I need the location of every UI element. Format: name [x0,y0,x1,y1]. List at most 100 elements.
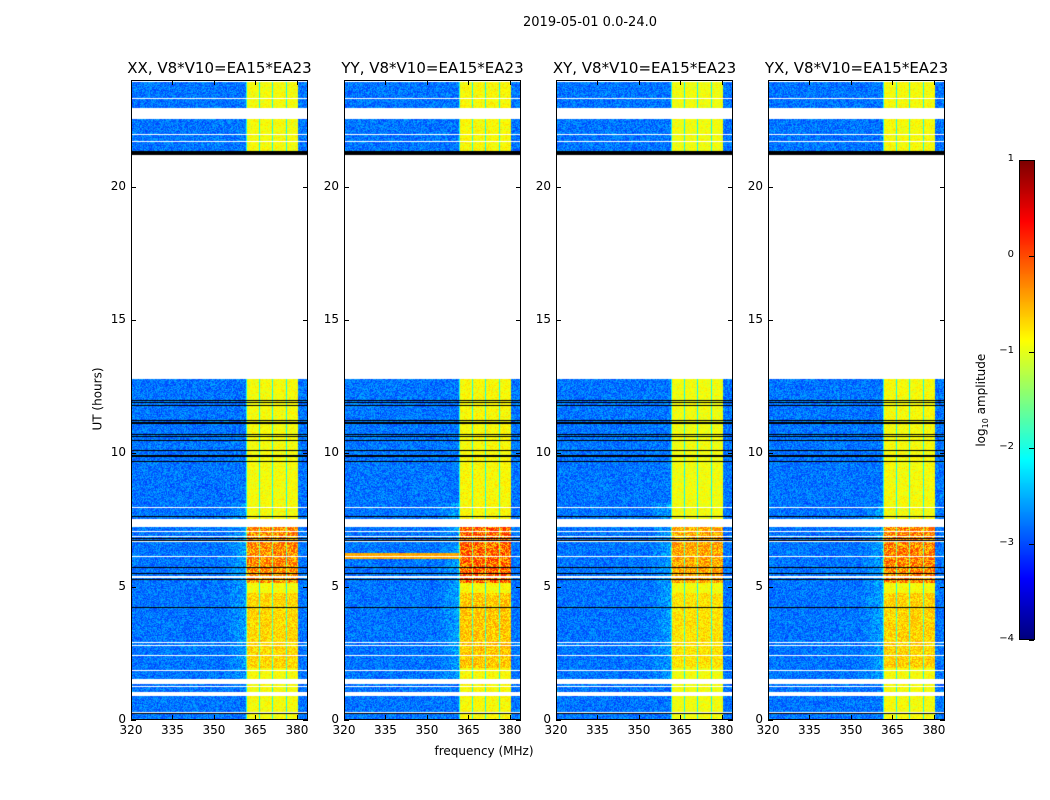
x-tick-mark [556,80,557,85]
y-tick-mark [344,453,349,455]
y-tick-label: 10 [747,445,763,460]
x-tick-label: 380 [922,723,946,737]
panel-title: YX, V8*V10=EA15*EA23 [764,59,949,77]
y-tick-label: 5 [118,578,126,593]
y-tick-mark [768,320,773,321]
y-tick-label: 15 [110,312,126,326]
y-tick-mark [303,586,308,588]
y-tick-mark [768,453,773,455]
x-tick-label: 365 [881,723,904,737]
x-tick-mark [296,80,298,85]
y-tick-mark [728,720,733,721]
x-tick-mark [638,80,640,85]
y-tick-mark [728,320,733,321]
y-tick-label: 5 [755,578,763,593]
x-tick-mark [255,715,257,720]
y-tick-mark [556,720,561,721]
x-tick-mark [255,80,257,85]
panel-0 [131,80,308,720]
x-tick-mark [597,715,599,720]
y-tick-label: 10 [110,445,126,460]
x-tick-label: 320 [756,723,780,737]
y-tick-mark [344,586,349,588]
y-tick-label: 20 [110,178,126,193]
y-tick-mark [303,186,308,188]
colorbar-label: log10 amplitude [973,353,991,447]
x-tick-label: 380 [710,723,734,737]
y-tick-mark [728,586,733,588]
colorbar [1019,160,1035,640]
y-tick-mark [344,186,349,188]
x-tick-label: 350 [415,723,439,737]
y-tick-mark [131,453,136,455]
x-tick-mark [426,715,428,720]
y-tick-label: 20 [535,178,551,193]
y-tick-label: 10 [535,445,551,460]
x-tick-label: 365 [457,723,480,737]
x-tick-mark [468,715,470,720]
y-tick-label: 0 [755,712,763,726]
y-tick-mark [516,453,521,455]
x-tick-label: 365 [244,723,267,737]
x-tick-mark [933,80,935,85]
y-tick-mark [556,453,561,455]
colorbar-gradient [1020,161,1034,639]
y-tick-label: 15 [323,312,339,326]
x-tick-mark [509,715,511,720]
x-tick-mark [680,80,682,85]
x-tick-mark [344,80,345,85]
y-tick-label: 15 [747,312,763,326]
y-tick-mark [516,586,521,588]
colorbar-tick-label: −4 [999,633,1014,644]
y-tick-mark [344,720,349,721]
y-tick-mark [131,186,136,188]
y-tick-mark [940,720,945,721]
panel-title: YY, V8*V10=EA15*EA23 [341,59,524,77]
x-tick-label: 350 [627,723,651,737]
x-tick-mark [809,80,811,85]
x-tick-label: 335 [161,723,184,737]
x-tick-mark [131,715,132,720]
x-tick-mark [344,715,345,720]
spectrogram-heatmap [769,81,944,719]
x-tick-label: 335 [798,723,821,737]
y-tick-mark [131,320,136,321]
panel-3 [768,80,945,720]
y-tick-mark [303,320,308,321]
x-tick-mark [809,715,811,720]
x-tick-label: 320 [544,723,568,737]
y-tick-mark [768,586,773,588]
x-tick-mark [468,80,470,85]
panel-title: XX, V8*V10=EA15*EA23 [127,59,312,77]
y-tick-mark [768,720,773,721]
x-tick-mark [172,715,174,720]
x-tick-mark [385,715,387,720]
y-tick-mark [344,320,349,321]
y-tick-mark [768,186,773,188]
y-tick-mark [131,586,136,588]
y-tick-mark [303,720,308,721]
colorbar-tick-mark [1029,640,1034,641]
y-tick-mark [131,720,136,721]
y-tick-mark [556,186,561,188]
colorbar-tick-label: −1 [999,345,1014,356]
spectrogram-heatmap [345,81,520,719]
y-tick-label: 0 [543,712,551,726]
y-tick-mark [728,186,733,188]
x-tick-mark [933,715,935,720]
colorbar-tick-label: −2 [999,441,1014,452]
x-tick-label: 335 [374,723,397,737]
panel-title: XY, V8*V10=EA15*EA23 [552,59,737,77]
x-tick-mark [296,715,298,720]
y-tick-label: 5 [331,578,339,593]
x-tick-mark [131,80,132,85]
x-tick-mark [385,80,387,85]
y-axis-label: UT (hours) [90,367,105,431]
panel-2 [556,80,733,720]
x-tick-label: 350 [839,723,863,737]
spectrogram-heatmap [557,81,732,719]
colorbar-tick-label: −3 [999,537,1014,548]
panel-1 [344,80,521,720]
figure-title: 2019-05-01 0.0-24.0 [523,15,657,30]
y-tick-mark [516,320,521,321]
